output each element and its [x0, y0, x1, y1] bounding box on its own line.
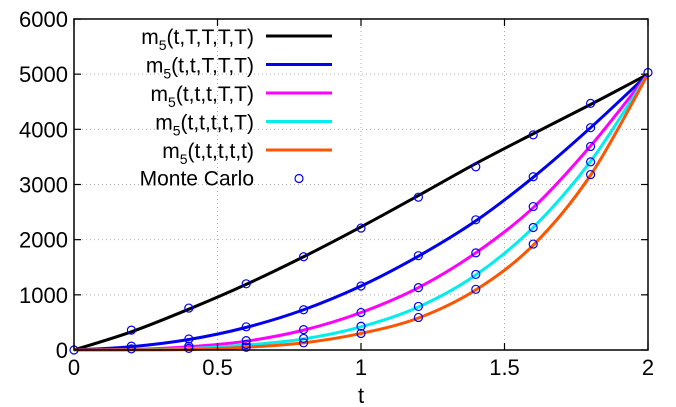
monte-carlo-point [356, 307, 366, 318]
monte-carlo-point [528, 130, 538, 140]
legend-label-2: m5(t,t,T,T,T) [146, 55, 254, 82]
monte-carlo-point [585, 157, 596, 167]
monte-carlo-point [413, 251, 423, 261]
y-tick-label: 6000 [19, 7, 68, 32]
monte-carlo-point [471, 269, 481, 280]
monte-carlo-point [471, 284, 481, 294]
monte-carlo-point [126, 325, 136, 335]
monte-carlo-point [241, 336, 251, 346]
x-axis-label: t [358, 383, 364, 407]
monte-carlo-point [241, 322, 251, 332]
monte-carlo-point [241, 339, 251, 350]
series-line-2 [73, 73, 650, 352]
monte-carlo-point [585, 169, 596, 180]
legend-marker-monte-carlo [294, 173, 304, 184]
x-tick-label: 1 [355, 355, 367, 380]
x-tick-label: 0 [68, 355, 80, 380]
monte-carlo-point [356, 223, 366, 233]
x-tick-label: 2 [642, 355, 654, 380]
monte-carlo-point [413, 301, 423, 312]
monte-carlo-point [299, 333, 309, 344]
legend-label-4: m5(t,t,t,t,T) [155, 112, 254, 139]
y-tick-label: 2000 [19, 228, 68, 253]
y-tick-label: 3000 [19, 173, 68, 198]
legend-label-5: m5(t,t,t,t,t) [162, 140, 254, 167]
legend-label-3: m5(t,t,t,T,T) [151, 83, 254, 110]
x-tick-label: 1.5 [489, 355, 520, 380]
monte-carlo-point [528, 201, 538, 212]
monte-carlo-point [471, 162, 481, 172]
monte-carlo-point [413, 312, 423, 323]
y-tick-label: 5000 [19, 62, 68, 87]
monte-carlo-point [585, 98, 596, 109]
monte-carlo-point [299, 252, 309, 262]
legend-label-1: m5(t,T,T,T,T) [141, 26, 254, 53]
axis-labels: t [358, 383, 364, 407]
monte-carlo-point [471, 215, 481, 225]
monte-carlo-point [299, 305, 309, 315]
axis-ticks: 0 0.5 1 1.5 2 0 1000 2000 3000 4000 5000 6000 [19, 7, 654, 380]
monte-carlo-point [528, 222, 538, 233]
monte-carlo-point [241, 279, 251, 289]
series-line-3 [73, 73, 650, 352]
monte-carlo-point [471, 248, 481, 258]
monte-carlo-point [184, 303, 194, 313]
y-tick-label: 0 [56, 338, 68, 363]
y-tick-label: 1000 [19, 283, 68, 308]
monte-carlo-point [184, 334, 194, 344]
monte-carlo-point [528, 172, 538, 182]
monte-carlo-markers [69, 67, 653, 355]
monte-carlo-point [356, 281, 366, 291]
series-line-1 [73, 72, 649, 352]
y-tick-label: 4000 [19, 117, 68, 142]
monte-carlo-point [184, 343, 194, 353]
monte-carlo-point [126, 344, 136, 354]
monte-carlo-point [528, 239, 538, 249]
monte-carlo-point [413, 192, 423, 202]
legend-label-monte-carlo: Monte Carlo [140, 168, 254, 191]
legend: m5(t,T,T,T,T)m5(t,t,T,T,T)m5(t,t,t,T,T)m… [140, 26, 332, 191]
monte-carlo-point [413, 283, 423, 293]
monte-carlo-point [356, 328, 366, 339]
monte-carlo-point [241, 342, 251, 352]
x-tick-label: 0.5 [202, 355, 233, 380]
monte-carlo-point [356, 321, 366, 331]
monte-carlo-point [299, 338, 309, 348]
monte-carlo-point [299, 324, 309, 335]
monte-carlo-point [585, 123, 596, 133]
monte-carlo-point [585, 141, 596, 152]
